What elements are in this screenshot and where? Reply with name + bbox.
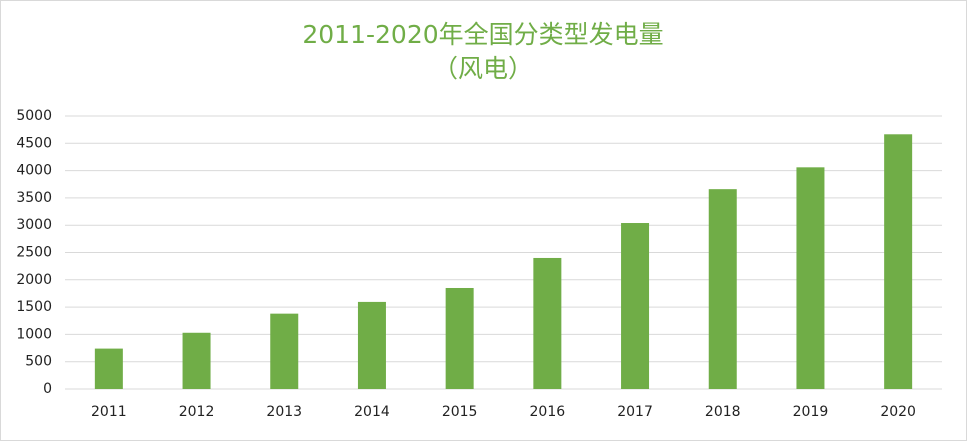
x-tick-label: 2017: [617, 404, 653, 420]
bar: [796, 167, 825, 389]
y-tick-label: 4000: [16, 163, 52, 179]
y-tick-label: 500: [25, 354, 52, 370]
y-tick-label: 1500: [16, 299, 52, 315]
x-tick-label: 2016: [530, 404, 566, 420]
x-tick-label: 2020: [880, 404, 916, 420]
bar: [621, 223, 650, 389]
y-tick-label: 3000: [16, 217, 52, 233]
y-tick-label: 4500: [16, 135, 52, 151]
x-tick-label: 2011: [91, 404, 127, 420]
bar: [182, 332, 211, 389]
bar: [94, 348, 123, 389]
x-tick-label: 2018: [705, 404, 741, 420]
bar: [445, 287, 474, 389]
x-tick-label: 2012: [179, 404, 215, 420]
bar: [708, 189, 737, 389]
bar: [357, 301, 386, 389]
bar: [270, 313, 299, 389]
y-tick-label: 1000: [16, 326, 52, 342]
y-tick-label: 5000: [16, 108, 52, 124]
y-tick-label: 3500: [16, 190, 52, 206]
y-tick-label: 0: [43, 381, 52, 397]
x-tick-label: 2019: [793, 404, 829, 420]
bar: [533, 257, 562, 389]
y-tick-label: 2000: [16, 272, 52, 288]
x-tick-label: 2013: [266, 404, 302, 420]
bar: [884, 134, 913, 389]
chart-title: 2011-2020年全国分类型发电量: [302, 20, 663, 49]
y-tick-label: 2500: [16, 245, 52, 261]
x-tick-label: 2014: [354, 404, 390, 420]
chart-subtitle: （风电）: [433, 54, 533, 83]
x-tick-label: 2015: [442, 404, 478, 420]
